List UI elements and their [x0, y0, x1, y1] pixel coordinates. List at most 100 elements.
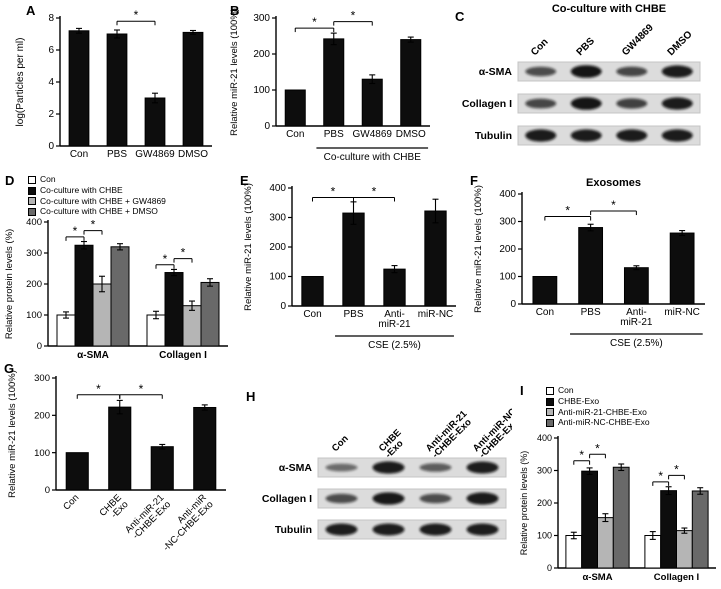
y-tick-label: 100: [269, 272, 286, 283]
panel-label-h: H: [246, 389, 256, 404]
chart-svg-G: 0 100 200 300 Relative miR-21 levels (100%) C…: [7, 370, 226, 553]
blot-band: [570, 97, 602, 110]
y-tick-label: 200: [253, 49, 270, 60]
legend-swatch: [546, 386, 554, 395]
blot-band: [372, 461, 405, 474]
svg-text:Con: Con: [529, 37, 551, 59]
legend-swatch: [546, 419, 554, 428]
x-tick-label: DMSO: [396, 129, 426, 140]
x-tick-label: DMSO: [178, 149, 208, 160]
blot-row-label: Collagen I: [462, 98, 512, 110]
bar: [65, 452, 89, 491]
blot-band: [419, 493, 452, 504]
y-tick-label: 4: [48, 77, 54, 88]
legend-swatch: [546, 397, 554, 406]
y-tick-label: 0: [45, 485, 50, 496]
bar-chart-mir21-cse: 0 100 200 300 400 Relative miR-21 levels (100…: [240, 174, 462, 369]
blot-band: [525, 66, 557, 77]
legend-label: Con: [558, 385, 574, 395]
x-tick-label: PBS: [343, 309, 363, 320]
legend-label: Co-culture with CHBE: [40, 184, 123, 195]
y-tick-label: 200: [34, 411, 50, 422]
bar: [361, 78, 383, 127]
blot-band: [616, 66, 648, 77]
western-blot-exo: Con CHBE -Exo Anti-miR-21 -CHBE-Exo Anti-miR-…: [240, 378, 521, 589]
y-axis-label: Relative miR-21 levels (100%): [7, 370, 18, 498]
bar: [56, 314, 76, 347]
bar: [182, 31, 204, 147]
svg-text:PBS: PBS: [575, 36, 598, 59]
panel-label-d: D: [5, 173, 15, 188]
sig-star: *: [674, 462, 679, 476]
bar: [565, 535, 583, 569]
svg-text:Con: Con: [330, 433, 351, 454]
panel-label-g: G: [4, 361, 15, 376]
legend-label: Anti-miR-NC-CHBE-Exo: [558, 417, 650, 428]
x-tick-label: Anti-: [626, 307, 647, 318]
legend-label: Co-culture with CHBE + GW4869: [40, 195, 166, 206]
x-group-label: CSE (2.5%): [610, 338, 663, 349]
bar: [644, 535, 662, 569]
legend-swatch: [546, 408, 554, 417]
x-tick-label: miR-21: [378, 319, 411, 330]
y-tick-label: 300: [26, 248, 42, 259]
legend-swatch: [28, 208, 36, 217]
y-tick-label: 100: [253, 85, 270, 96]
bar: [301, 276, 324, 307]
x-tick-label: Collagen I: [654, 572, 699, 583]
sig-star: *: [611, 198, 616, 212]
x-tick-label: miR-NC: [418, 309, 454, 320]
sig-star: *: [96, 382, 101, 396]
sig-star: *: [139, 382, 144, 396]
blot-strip: [317, 488, 507, 509]
lane-label: Anti-miR-21-CHBE-Exo: [424, 408, 474, 460]
chart-svg-B: 0 100 200 300 Relative miR-21 levels (100%) C…: [229, 8, 430, 163]
blot-band: [372, 523, 405, 536]
bar: [193, 406, 217, 491]
panel-c: C Co-culture with CHBE Con PBS GW4869 DMSO α-…: [438, 0, 718, 172]
panel-a: A 0 2 4 6 8 log(Particles per ml) Con PBS GW4869…: [8, 2, 220, 172]
lane-label: GW4869: [620, 22, 656, 58]
x-tick-label: PBS: [107, 149, 127, 160]
blot-band: [616, 129, 648, 142]
y-tick-label: 100: [34, 448, 50, 459]
bar: [660, 490, 677, 569]
x-tick-label: GW4869: [135, 149, 175, 160]
y-axis-label: Relative protein levels (%): [519, 451, 529, 556]
y-tick-label: 200: [537, 498, 552, 508]
y-tick-label: 300: [537, 466, 552, 476]
legend-item: Con: [546, 385, 650, 396]
svg-text:Con: Con: [61, 492, 81, 512]
x-tick-label: Anti-miR-21-CHBE-Exo: [123, 492, 173, 541]
bar: [400, 39, 422, 127]
x-tick-label: Con: [286, 129, 304, 140]
bar: [669, 232, 695, 305]
sig-star: *: [579, 448, 584, 462]
legend-label: Anti-miR-21-CHBE-Exo: [558, 406, 647, 417]
blot-strip: [517, 125, 701, 146]
blot-title: Co-culture with CHBE: [552, 3, 666, 15]
bar: [581, 470, 599, 569]
sig-star: *: [595, 441, 600, 455]
sig-star: *: [163, 252, 168, 266]
blot-row-label: α-SMA: [279, 462, 313, 474]
legend-swatch: [28, 197, 36, 206]
chart-svg-F: Exosomes 0 100 200 300 400 Relative miR-21 lev…: [473, 177, 705, 349]
blot-band: [419, 463, 452, 472]
y-tick-label: 300: [253, 13, 270, 24]
blot-band: [372, 492, 405, 505]
y-tick-label: 200: [269, 242, 286, 253]
x-group-label: Co-culture with CHBE: [324, 152, 422, 163]
legend-item: Anti-miR-21-CHBE-Exo: [546, 406, 650, 418]
blot-band: [466, 523, 499, 536]
y-axis-label: log(Particles per ml): [15, 38, 26, 127]
blot-row-label: α-SMA: [479, 66, 513, 78]
y-tick-label: 0: [37, 341, 42, 352]
y-tick-label: 0: [48, 141, 54, 152]
bar-chart-particles: 0 2 4 6 8 log(Particles per ml) Con PBS GW4869 DM…: [12, 6, 220, 175]
panel-f: F Exosomes 0 100 200 300 400 Relative miR-21 l…: [466, 172, 718, 368]
blot-band: [325, 523, 358, 536]
legend-item: Con: [28, 174, 166, 185]
sig-star: *: [372, 184, 377, 198]
